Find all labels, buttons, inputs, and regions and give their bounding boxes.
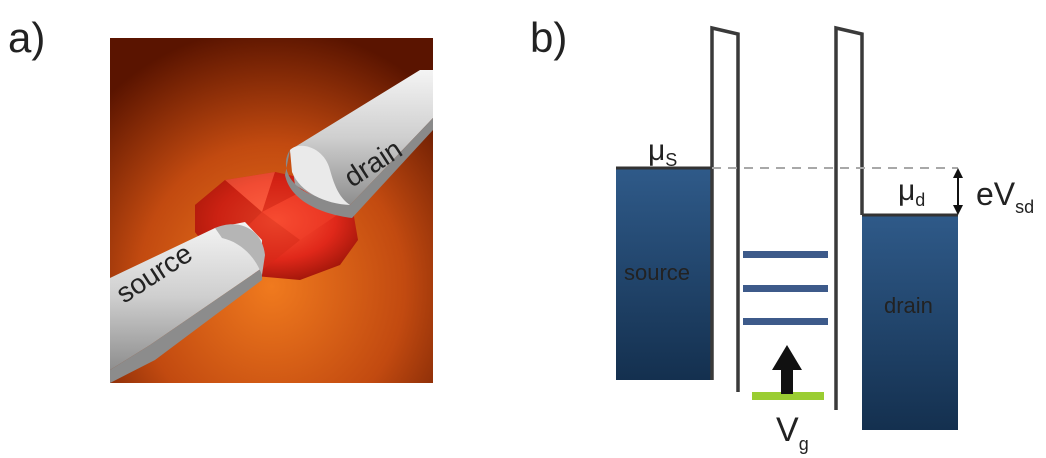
gate-electrode-bar — [752, 392, 824, 400]
energy-level — [743, 318, 828, 325]
bias-double-arrow — [953, 168, 963, 215]
gate-arrow-shaft — [781, 368, 793, 394]
panel-b-label: b) — [530, 14, 567, 61]
gate-voltage-label: Vg — [776, 411, 809, 454]
panel-b: b) source drain μS μd — [530, 14, 1034, 454]
energy-level — [743, 285, 828, 292]
panel-a: a) drain source — [8, 14, 433, 383]
bias-voltage-label: eVsd — [976, 176, 1034, 217]
mu-source-label: μS — [648, 134, 677, 170]
energy-level — [743, 251, 828, 258]
drain-reservoir-label: drain — [884, 293, 933, 318]
dot-energy-levels — [743, 251, 828, 325]
source-reservoir-label: source — [624, 260, 690, 285]
source-electrode — [110, 222, 265, 383]
panel-a-label: a) — [8, 14, 45, 61]
left-tunnel-barrier — [710, 25, 740, 392]
mu-drain-label: μd — [898, 174, 925, 210]
drain-reservoir — [862, 215, 958, 430]
right-tunnel-barrier — [834, 25, 864, 410]
source-reservoir — [616, 168, 712, 380]
drain-electrode — [285, 70, 433, 218]
gate-arrow-up-icon — [772, 345, 802, 370]
